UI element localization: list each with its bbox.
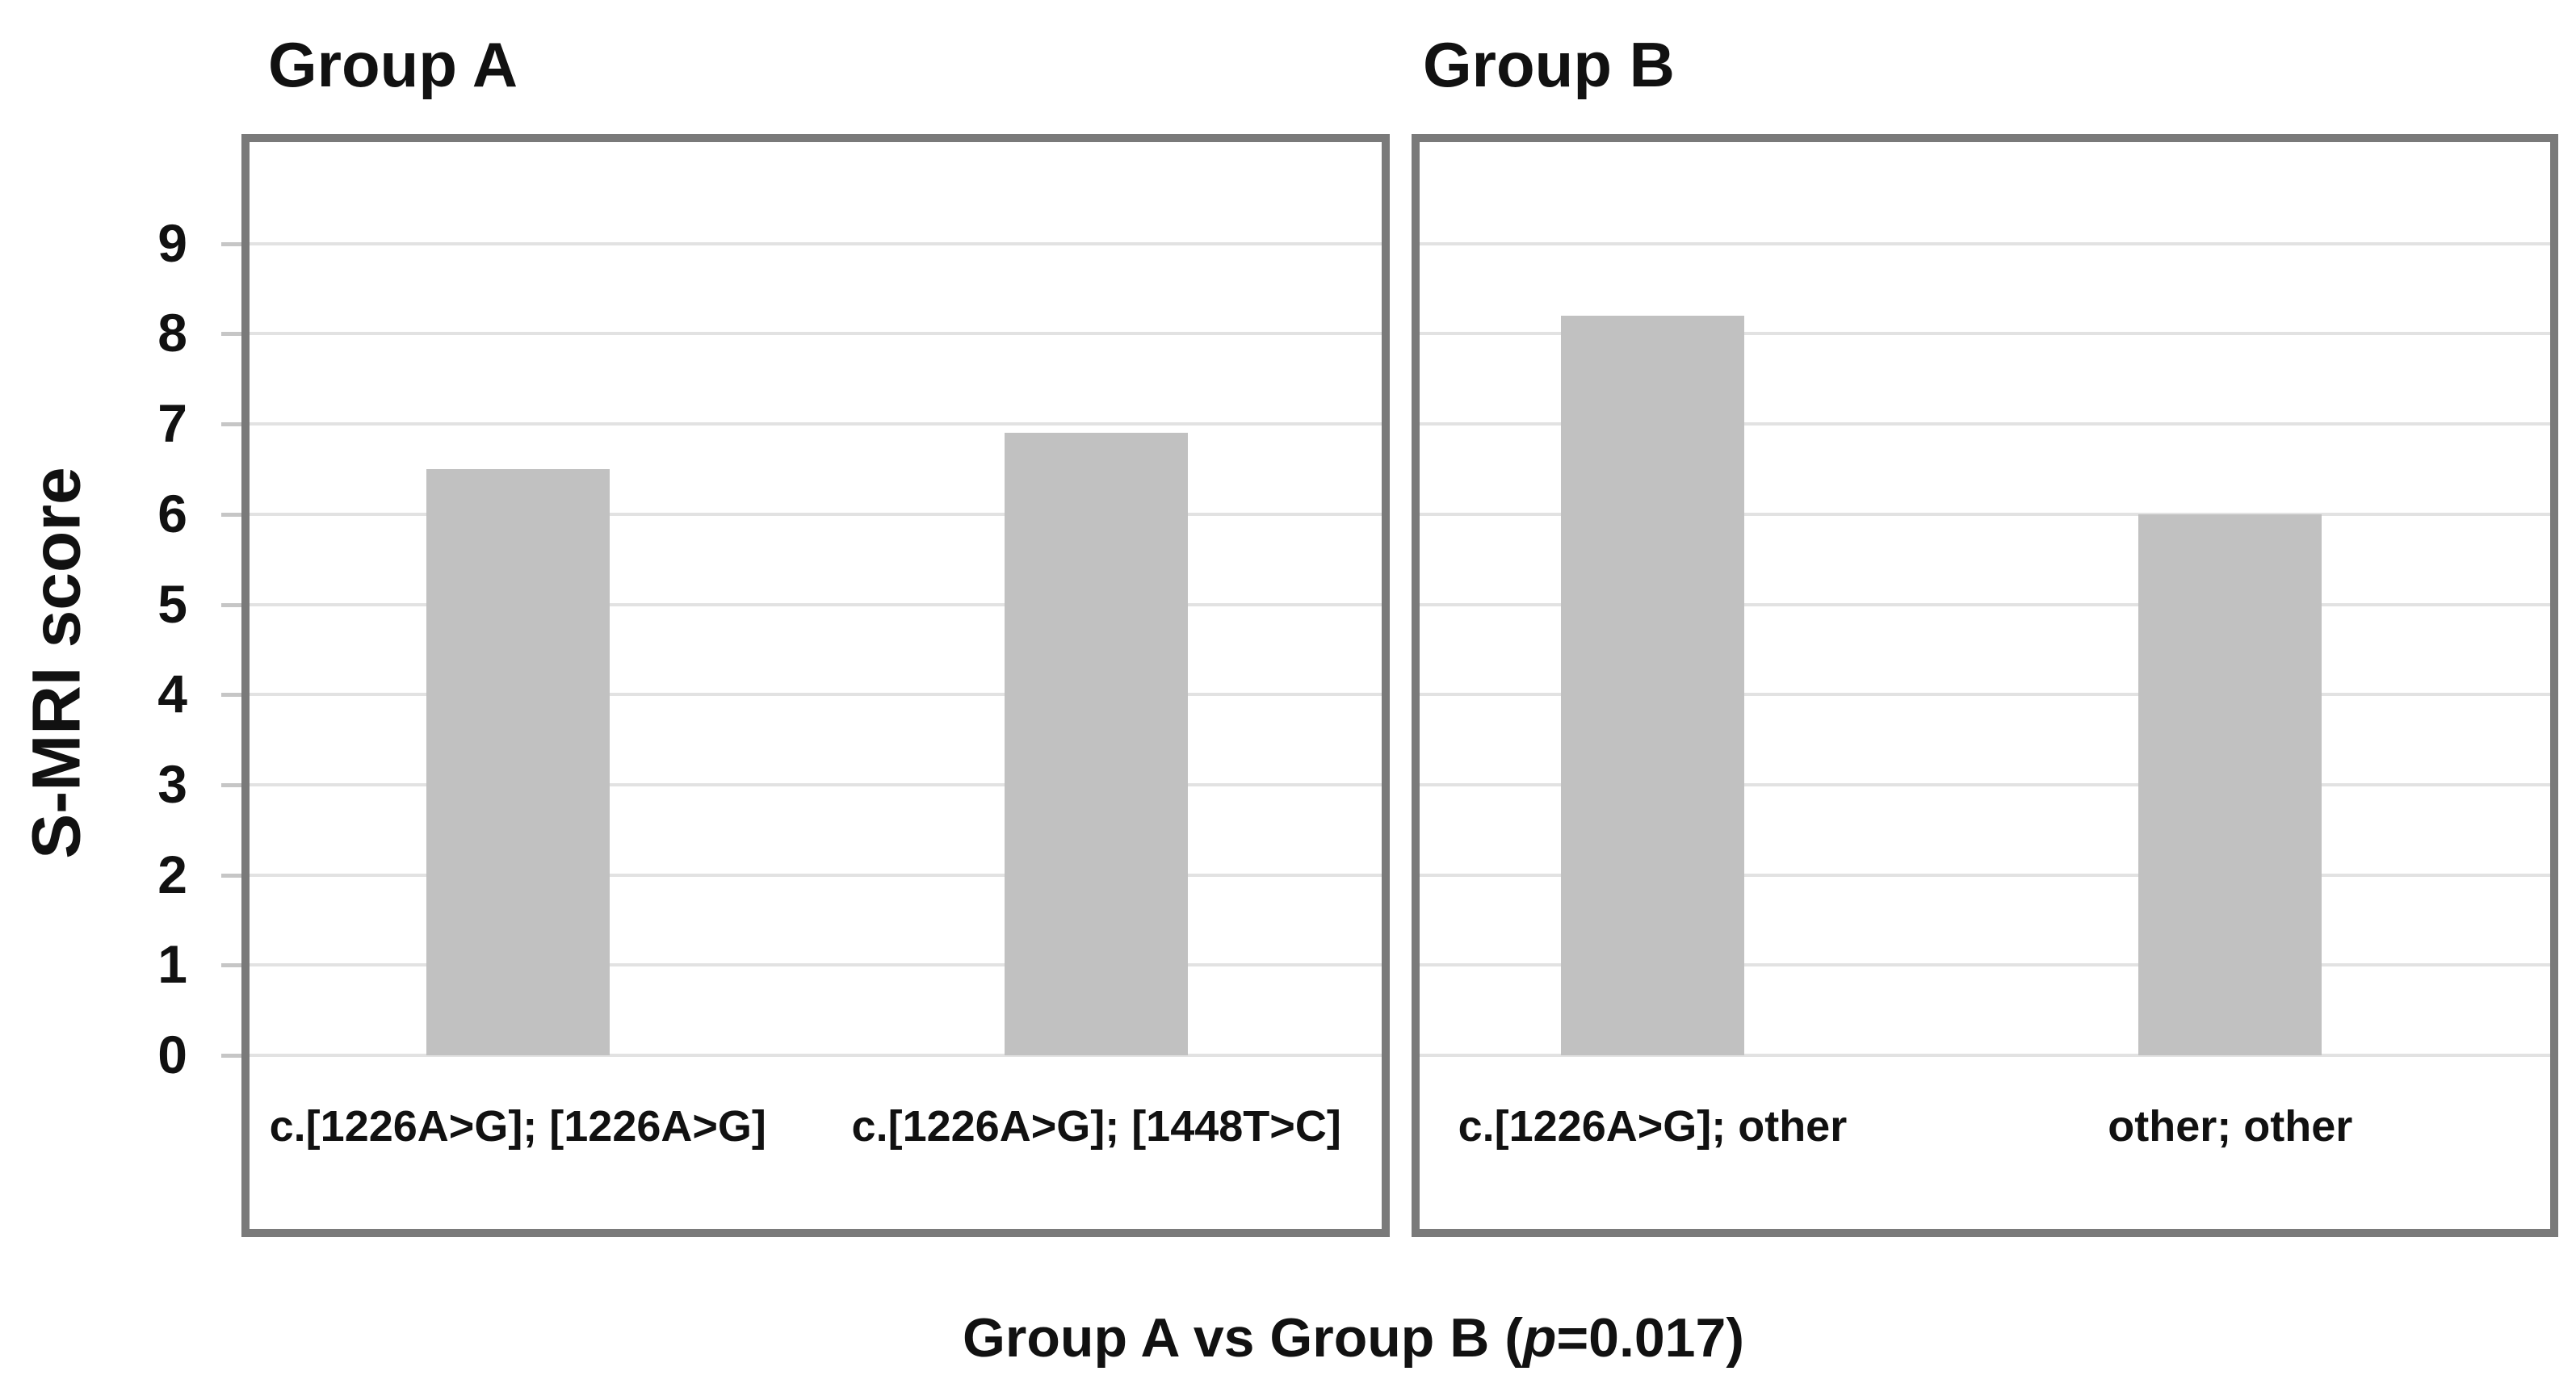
category-label-group-a-2: c.[1226A>G]; [1448T>C] (851, 1102, 1341, 1151)
gridline-group-b-7 (1420, 422, 2550, 426)
gridline-group-a-8 (250, 332, 1382, 336)
y-tick-label-4: 4 (157, 664, 187, 724)
gridline-group-a-9 (250, 241, 1382, 245)
category-label-group-a-1: c.[1226A>G]; [1226A>G] (269, 1102, 766, 1151)
gridline-group-b-9 (1420, 241, 2550, 245)
gridline-group-b-6 (1420, 512, 2550, 516)
gridline-group-b-4 (1420, 693, 2550, 697)
bar-group-b-1 (1560, 316, 1744, 1055)
panel-a-title: Group A (268, 29, 518, 100)
y-tick-mark-7 (221, 422, 242, 427)
gridline-group-a-3 (250, 782, 1382, 786)
caption-prefix: Group A vs Group B ( (963, 1307, 1523, 1369)
gridline-group-b-0 (1420, 1054, 2550, 1057)
caption-suffix: =0.017) (1556, 1307, 1744, 1369)
y-tick-mark-3 (221, 782, 242, 787)
y-tick-mark-4 (221, 693, 242, 698)
gridline-group-a-0 (250, 1054, 1382, 1057)
y-tick-mark-0 (221, 1054, 242, 1058)
y-tick-label-7: 7 (157, 393, 187, 454)
y-tick-label-3: 3 (157, 753, 187, 814)
y-tick-mark-6 (221, 512, 242, 517)
figure-caption: Group A vs Group B (p=0.017) (963, 1306, 1744, 1369)
category-label-group-b-2: other; other (2108, 1102, 2353, 1151)
gridline-group-b-2 (1420, 873, 2550, 877)
y-tick-label-8: 8 (157, 303, 187, 363)
gridline-group-a-4 (250, 693, 1382, 697)
y-tick-label-9: 9 (157, 212, 187, 273)
gridline-group-a-1 (250, 963, 1382, 967)
bar-group-b-2 (2138, 514, 2322, 1055)
gridline-group-b-1 (1420, 963, 2550, 967)
gridline-group-b-3 (1420, 782, 2550, 786)
y-tick-mark-2 (221, 873, 242, 878)
y-tick-label-2: 2 (157, 844, 187, 904)
panel-group-b: c.[1226A>G]; other other; other (1412, 134, 2558, 1237)
bar-group-a-2 (1005, 433, 1189, 1055)
gridline-group-a-5 (250, 602, 1382, 606)
y-tick-label-0: 0 (157, 1025, 187, 1084)
panel-b-title: Group B (1423, 29, 1675, 100)
category-label-group-b-1: c.[1226A>G]; other (1458, 1102, 1848, 1151)
bar-group-a-1 (426, 468, 610, 1055)
y-tick-mark-9 (221, 241, 242, 246)
y-tick-label-1: 1 (157, 934, 187, 995)
panel-group-a: c.[1226A>G]; [1226A>G] c.[1226A>G]; [1448… (241, 134, 1390, 1237)
y-tick-label-6: 6 (157, 483, 187, 543)
y-tick-label-5: 5 (157, 573, 187, 634)
gridline-group-a-7 (250, 422, 1382, 426)
gridline-group-b-8 (1420, 332, 2550, 336)
y-tick-mark-8 (221, 332, 242, 337)
gridline-group-a-6 (250, 512, 1382, 516)
y-tick-mark-1 (221, 963, 242, 968)
gridline-group-b-5 (1420, 602, 2550, 606)
caption-p-italic: p (1522, 1307, 1557, 1369)
gridline-group-a-2 (250, 873, 1382, 877)
y-tick-mark-5 (221, 602, 242, 607)
